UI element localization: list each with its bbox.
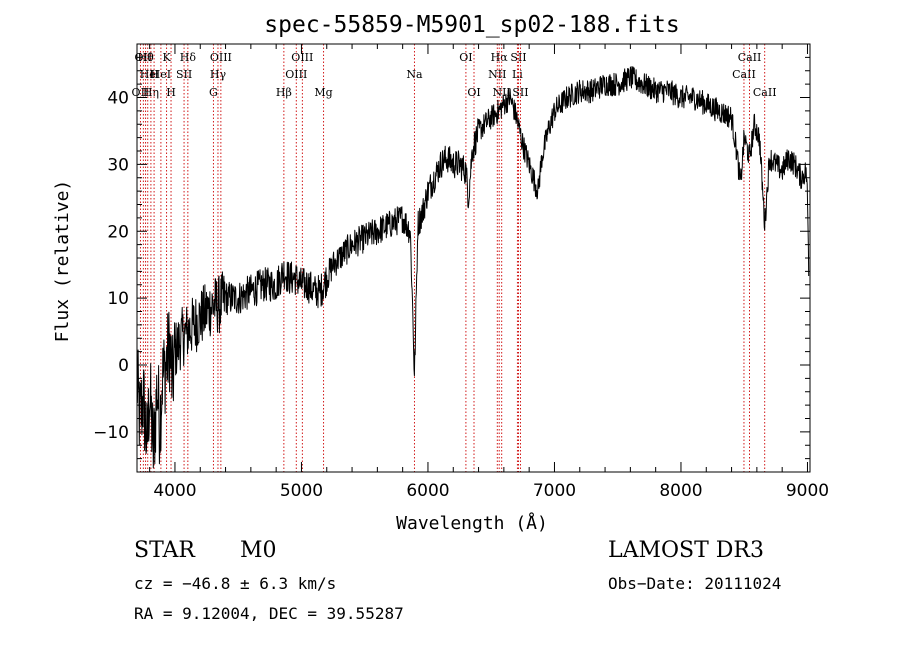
line-marker-label-15: OIII	[285, 68, 307, 81]
line-marker-label-24: Li	[512, 68, 523, 81]
line-marker-label-6: HeI	[151, 68, 171, 81]
x-axis-label: Wavelength (Å)	[396, 512, 548, 534]
line-marker-label-27: CaII	[732, 68, 756, 81]
line-marker-label-1: OII	[134, 51, 152, 64]
x-tick-label: 4000	[153, 481, 196, 501]
y-tick-label: 40	[107, 89, 129, 109]
x-tick-label: 6000	[406, 481, 449, 501]
y-tick-label: 0	[118, 356, 129, 376]
line-marker-label-14: Hβ	[276, 86, 292, 99]
object-subclass: M0	[240, 538, 277, 563]
line-marker-label-29: CaII	[753, 86, 777, 99]
line-marker-label-16: OIII	[291, 51, 313, 64]
line-marker-label-7: K	[162, 51, 171, 64]
object-class: STAR	[134, 538, 195, 563]
line-marker-label-3: He	[140, 68, 156, 81]
line-marker-label-26: SII	[512, 86, 528, 99]
y-tick-label: 10	[107, 289, 129, 309]
coordinates: RA = 9.12004, DEC = 39.55287	[134, 604, 404, 623]
line-marker-label-0: OII	[132, 86, 150, 99]
spectral-line-markers: OIIOIIHθHeHηHHeIKHSIIHδGHγOIIIHβOIIIOIII…	[132, 44, 777, 472]
flux-series-layer	[136, 66, 810, 469]
line-marker-label-25: SII	[510, 51, 526, 64]
y-tick-label: −10	[93, 423, 129, 443]
line-marker-label-28: CaII	[738, 51, 762, 64]
line-marker-label-22: Hα	[491, 51, 509, 64]
line-marker-label-17: Mg	[314, 86, 332, 99]
line-marker-label-10: Hδ	[180, 51, 197, 64]
redshift-velocity: cz = −46.8 ± 6.3 km/s	[134, 574, 337, 593]
x-tick-label: 9000	[786, 481, 829, 501]
x-tick-label: 8000	[659, 481, 702, 501]
line-marker-label-12: Hγ	[210, 68, 227, 81]
line-marker-label-4: Hη	[143, 86, 159, 99]
x-tick-label: 7000	[533, 481, 576, 501]
line-marker-label-9: SII	[176, 68, 192, 81]
line-marker-label-8: H	[166, 86, 176, 99]
x-tick-label: 5000	[280, 481, 323, 501]
line-marker-label-20: OI	[467, 86, 480, 99]
line-marker-label-11: G	[209, 86, 218, 99]
y-axis-label: Flux (relative)	[52, 180, 73, 343]
y-tick-label: 30	[107, 155, 129, 175]
line-marker-label-19: OI	[459, 51, 472, 64]
line-marker-label-21: NII	[488, 68, 506, 81]
flux-series-line	[136, 66, 810, 469]
survey-name: LAMOST DR3	[608, 538, 764, 563]
y-tick-label: 20	[107, 222, 129, 242]
line-marker-label-2: Hθ	[137, 51, 154, 64]
line-marker-label-13: OIII	[210, 51, 232, 64]
line-marker-label-18: Na	[406, 68, 423, 81]
axes: 4000 5000 6000 7000 8000 9000 −10 0 10 20 30 40	[93, 43, 829, 501]
observation-date: Obs−Date: 20111024	[608, 574, 782, 593]
spectrum-chart: spec-55859-M5901_sp02-188.fits Wavelengt…	[52, 12, 829, 534]
chart-title: spec-55859-M5901_sp02-188.fits	[264, 12, 679, 38]
line-marker-label-5: H	[149, 68, 159, 81]
